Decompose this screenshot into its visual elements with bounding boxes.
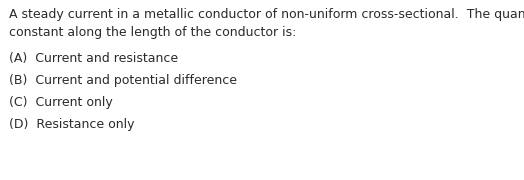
Text: (A)  Current and resistance: (A) Current and resistance <box>9 52 179 65</box>
Text: (B)  Current and potential difference: (B) Current and potential difference <box>9 74 237 87</box>
Text: constant along the length of the conductor is:: constant along the length of the conduct… <box>9 26 297 39</box>
Text: (D)  Resistance only: (D) Resistance only <box>9 118 135 131</box>
Text: (C)  Current only: (C) Current only <box>9 96 113 109</box>
Text: A steady current in a metallic conductor of non-uniform cross-sectional.  The qu: A steady current in a metallic conductor… <box>9 8 524 21</box>
